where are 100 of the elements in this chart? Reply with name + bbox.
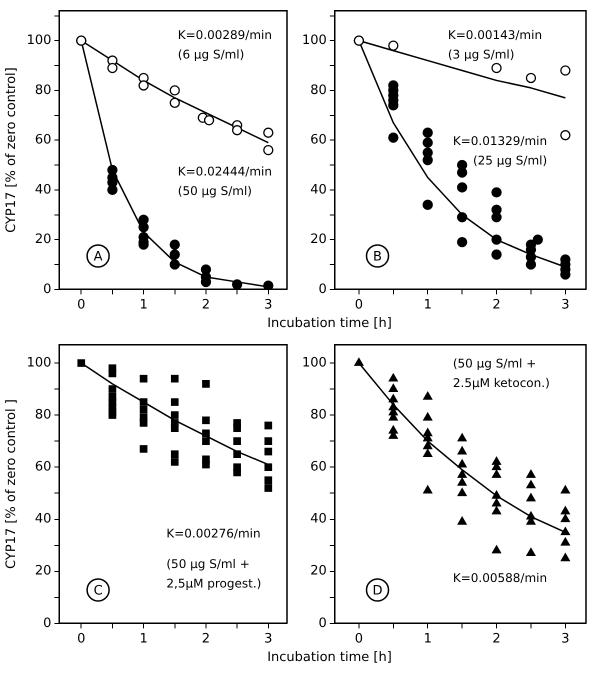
x-tick-label: 0 [354,632,364,647]
point [264,484,272,492]
point [108,385,116,393]
point [458,433,467,442]
y-tick-label: 20 [34,232,52,248]
annotation: (50 µg S/ml) [178,184,252,198]
y-tick-label: 80 [310,407,327,422]
x-tick-label: 1 [139,632,148,647]
point [202,380,210,388]
y-tick-label: 0 [318,282,327,297]
y-tick-label: 60 [34,460,52,475]
point [492,490,502,499]
point [526,480,536,488]
x-tick-label: 3 [264,298,272,313]
point [108,370,116,378]
annotation: K=0.00276/min [166,526,261,540]
point [422,128,433,138]
x-axis-title: Incubation time [h] [266,316,393,333]
y-tick-label: 100 [302,355,327,370]
point [456,167,468,178]
point [526,72,536,84]
annotation: (25 µg S/ml) [472,153,548,168]
x-tick-label: 3 [264,632,272,647]
point [263,280,274,290]
x-tick-label: 2 [202,632,210,647]
point [233,468,241,476]
point [264,448,272,456]
point [108,411,116,419]
point [491,187,502,198]
y-tick-label: 60 [310,460,327,475]
y-tick-label: 80 [34,407,52,422]
y-tick-label: 20 [34,564,52,579]
x-tick-label: 1 [424,298,432,313]
point [170,424,179,432]
y-tick-label: 0 [43,282,52,297]
x-axis-title: Incubation time [h] [266,650,393,667]
point [264,476,272,484]
point [170,411,179,419]
point [560,65,571,76]
point [423,412,432,421]
y-tick-label: 100 [26,355,52,370]
point [422,200,433,210]
point [560,553,570,562]
point [423,485,432,494]
y-axis-title: CYP17 [% of zero control ] [4,399,20,569]
text: A [94,249,103,264]
point [491,249,502,260]
x-tick-label: 3 [561,298,570,313]
point [170,239,180,250]
y-tick-label: 80 [34,82,52,98]
point [170,374,179,382]
point [170,398,179,406]
point [170,259,180,270]
x-tick-label: 1 [424,632,432,647]
point [492,470,502,478]
point [422,154,433,166]
y-tick-label: 100 [302,33,327,48]
y-tick-label: 60 [34,132,52,148]
point [202,429,210,438]
point [107,184,118,196]
x-tick-label: 2 [492,298,501,313]
x-tick-label: 0 [77,632,86,647]
point [560,485,570,494]
point [423,392,432,400]
point [526,259,536,270]
point [233,437,241,445]
point [170,85,180,96]
annotation: K=0.00588/min [452,570,548,585]
point [458,459,467,468]
point [264,437,272,445]
point [456,182,468,193]
point [354,358,364,366]
text: B [373,249,382,264]
point [264,463,272,472]
point [77,359,86,367]
y-tick-label: 0 [318,616,327,631]
point [107,62,118,74]
y-tick-label: 40 [34,182,52,198]
point [263,128,274,138]
point [388,132,398,143]
y-tick-label: 40 [310,512,327,527]
annotation: K=0.00143/min [448,28,542,42]
point [140,419,148,427]
annotation: (3 µg S/ml) [448,48,514,62]
point [388,374,398,382]
point [140,398,148,406]
point [492,498,502,507]
point [492,506,502,514]
annotation: 2.5µM ketocon.) [452,376,550,390]
point [170,249,180,260]
point [264,422,272,430]
point [560,527,570,536]
annotation: K=0.00289/min [178,28,272,42]
point [388,394,398,402]
point [202,460,210,468]
point [560,538,570,546]
point [170,450,179,458]
text: D [372,583,383,598]
annotation: (50 µg S/ml + [452,356,536,370]
point [526,470,536,478]
